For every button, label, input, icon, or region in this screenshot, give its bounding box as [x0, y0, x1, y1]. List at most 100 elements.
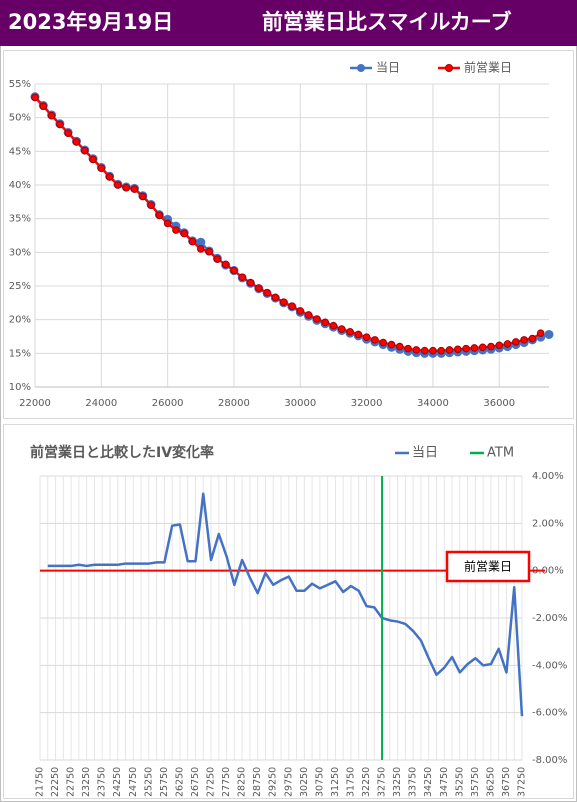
point	[470, 344, 479, 352]
y-tick-label: 10%	[9, 382, 31, 393]
x-tick-label: 30250	[299, 767, 310, 797]
point	[354, 330, 363, 339]
y-tick-label: 20%	[9, 315, 31, 326]
legend-marker	[445, 64, 453, 72]
point	[512, 338, 520, 346]
y-tick-label: 50%	[9, 113, 31, 124]
point	[346, 327, 354, 336]
y-tick-label: 15%	[9, 348, 31, 359]
x-tick-label: 36250	[485, 767, 496, 797]
point	[429, 346, 437, 355]
header-date: 2023年9月19日	[8, 10, 173, 34]
y2-tick-label: 2.00%	[532, 518, 564, 529]
y2-tick-label: -4.00%	[532, 660, 567, 671]
point	[197, 245, 205, 253]
point	[279, 298, 288, 306]
point	[39, 102, 48, 111]
point	[412, 346, 421, 354]
y2-tick-label: -8.00%	[532, 755, 567, 766]
x-tick-label: 33750	[408, 767, 419, 797]
chart2-frame	[3, 424, 574, 799]
legend-label: 当日	[376, 61, 400, 75]
point	[288, 302, 296, 311]
point	[271, 293, 280, 302]
point	[105, 173, 114, 181]
x-tick-label: 25750	[159, 767, 170, 797]
point	[404, 344, 412, 353]
legend-label: 前営業日	[464, 60, 512, 75]
point	[205, 247, 213, 256]
point	[420, 346, 429, 355]
point	[296, 307, 305, 315]
point	[230, 266, 238, 275]
y-tick-label: 25%	[9, 281, 31, 292]
point	[147, 201, 155, 209]
y-tick-label: 40%	[9, 180, 31, 191]
point	[180, 229, 189, 238]
point	[31, 93, 39, 102]
point	[462, 344, 470, 353]
x-tick-label: 27250	[206, 767, 217, 797]
point	[387, 340, 396, 349]
point	[114, 181, 122, 189]
point	[122, 183, 130, 192]
y2-tick-label: -6.00%	[532, 708, 567, 719]
x-tick-label: 37250	[517, 767, 528, 797]
reference-label: 前営業日	[464, 559, 512, 574]
x-tick-label: 31250	[330, 767, 341, 797]
point	[47, 111, 56, 120]
point	[520, 336, 528, 344]
x-tick-label: 29750	[283, 767, 294, 797]
x-tick-label: 26250	[174, 767, 185, 797]
x-tick-label: 22750	[66, 767, 77, 797]
x-tick-label: 26750	[190, 767, 201, 797]
x-tick-label: 29250	[268, 767, 279, 797]
point	[172, 226, 180, 234]
x-tick-label: 32750	[377, 767, 388, 797]
x-tick-label: 28750	[252, 767, 263, 797]
x-tick-label: 28000	[218, 398, 250, 409]
x-tick-label: 35250	[454, 767, 465, 797]
point	[544, 329, 554, 339]
point	[337, 325, 346, 333]
point	[437, 346, 446, 355]
y-tick-label: 55%	[9, 79, 31, 90]
point	[89, 155, 97, 164]
point	[64, 129, 72, 137]
point	[528, 334, 537, 343]
y-tick-label: 35%	[9, 214, 31, 225]
x-tick-label: 30750	[314, 767, 325, 797]
legend-label: 当日	[412, 446, 438, 461]
y2-tick-label: -2.00%	[532, 613, 567, 624]
header-title: 前営業日比スマイルカーブ	[262, 10, 511, 34]
point	[80, 146, 89, 155]
point	[313, 315, 321, 323]
x-tick-label: 25250	[143, 767, 154, 797]
point	[56, 120, 64, 129]
point	[536, 329, 545, 337]
point	[362, 333, 371, 341]
y2-tick-label: 0.00%	[532, 566, 564, 577]
point	[395, 342, 404, 351]
x-tick-label: 32000	[351, 398, 383, 409]
point	[255, 284, 263, 292]
point	[495, 341, 504, 350]
point	[138, 192, 147, 201]
x-tick-label: 23750	[97, 767, 108, 797]
reference-box	[445, 550, 531, 583]
x-tick-label: 28250	[237, 767, 248, 797]
point	[130, 185, 139, 193]
header-bar	[0, 0, 577, 46]
point	[238, 273, 247, 282]
x-tick-label: 36750	[501, 767, 512, 797]
point	[163, 219, 172, 228]
point	[155, 211, 164, 220]
x-tick-label: 33250	[392, 767, 403, 797]
x-tick-label: 24750	[128, 767, 139, 797]
x-tick-label: 26000	[152, 398, 184, 409]
legend-label: ATM	[487, 446, 514, 461]
point	[246, 278, 255, 287]
point	[329, 321, 338, 330]
y2-tick-label: 4.00%	[532, 471, 564, 482]
point	[213, 255, 222, 263]
